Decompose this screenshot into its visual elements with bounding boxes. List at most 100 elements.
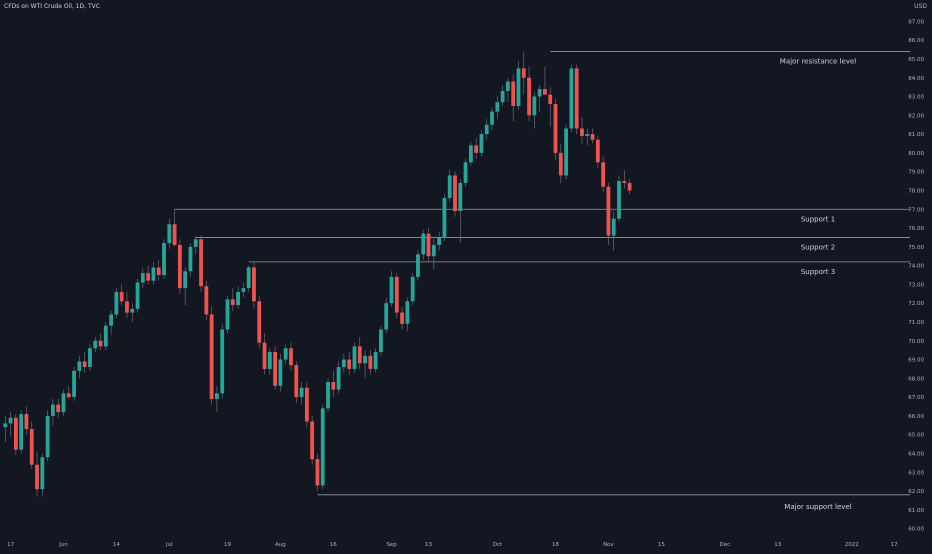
y-tick-label: 67.00	[908, 395, 924, 401]
candle-down	[511, 81, 516, 106]
candle-up	[109, 314, 114, 326]
candle-down	[347, 359, 352, 369]
x-tick-label: 18	[552, 542, 559, 548]
candle-up	[437, 237, 442, 245]
y-tick-label: 77.00	[908, 207, 924, 213]
candle-down	[177, 244, 182, 289]
candle-up	[569, 68, 574, 129]
candle-up	[19, 414, 24, 450]
candle-down	[627, 182, 632, 191]
candle-up	[77, 361, 82, 371]
candle-up	[585, 134, 590, 136]
level-label: Support 1	[801, 215, 835, 223]
candle-down	[262, 342, 267, 369]
candle-up	[241, 288, 246, 292]
candle-up	[236, 291, 240, 306]
x-tick-label: Oct	[493, 542, 503, 548]
candle-up	[336, 367, 341, 390]
candle-down	[521, 68, 526, 78]
candle-up	[278, 359, 283, 386]
x-tick-label: Jun	[58, 542, 68, 548]
candle-down	[548, 94, 553, 105]
x-tick-label: Nov	[603, 542, 614, 548]
candle-down	[601, 162, 606, 187]
x-tick-label: Aug	[275, 542, 286, 548]
candle-down	[453, 175, 457, 212]
y-tick-label: 73.00	[908, 282, 924, 288]
candle-up	[114, 291, 119, 315]
candle-up	[135, 282, 140, 309]
candle-up	[188, 246, 193, 272]
candle-up	[617, 181, 621, 219]
candle-down	[172, 224, 177, 245]
x-tick-label: 16	[330, 542, 337, 548]
y-tick-label: 78.00	[908, 188, 924, 194]
candle-down	[580, 128, 584, 136]
level-label: Support 2	[801, 243, 835, 251]
candle-up	[220, 329, 225, 394]
candle-down	[35, 464, 39, 490]
candle-down	[400, 312, 404, 324]
candle-up	[500, 90, 505, 103]
x-tick-label: 2022	[845, 542, 859, 548]
candle-down	[24, 414, 29, 430]
y-tick-label: 69.00	[908, 358, 924, 364]
candle-down	[474, 145, 479, 153]
candle-up	[506, 81, 510, 91]
candle-down	[125, 301, 129, 313]
y-tick-label: 82.00	[908, 113, 924, 119]
x-tick-label: Dec	[719, 542, 730, 548]
candle-down	[204, 286, 209, 315]
candle-up	[162, 243, 166, 275]
candle-down	[426, 233, 431, 257]
candle-down	[622, 181, 627, 183]
candle-up	[225, 299, 230, 330]
candle-up	[532, 96, 537, 116]
y-tick-label: 76.00	[908, 226, 924, 232]
candle-up	[468, 145, 473, 163]
candle-up	[3, 423, 8, 428]
x-tick-label: 17	[891, 542, 898, 548]
currency-label: USD	[914, 3, 927, 10]
x-tick-label: 17	[7, 542, 14, 548]
y-tick-label: 60.00	[908, 527, 924, 533]
candle-down	[294, 365, 299, 398]
candle-down	[98, 340, 103, 347]
candle-up	[103, 325, 108, 347]
candle-up	[416, 254, 420, 277]
x-tick-label: 15	[658, 542, 665, 548]
candle-down	[558, 152, 563, 176]
candle-down	[289, 348, 293, 366]
candle-up	[516, 68, 521, 106]
candle-down	[543, 89, 547, 95]
candle-up	[431, 244, 436, 257]
candle-down	[13, 417, 18, 450]
candle-down	[310, 421, 315, 460]
candle-down	[56, 404, 61, 413]
y-tick-label: 70.00	[908, 339, 924, 345]
candle-down	[595, 139, 600, 163]
candle-up	[458, 182, 463, 212]
y-tick-label: 64.00	[908, 451, 924, 457]
level-label: Support 3	[801, 268, 835, 276]
candle-up	[8, 417, 13, 424]
candle-down	[368, 355, 373, 369]
candle-up	[151, 267, 156, 281]
candle-up	[479, 134, 484, 153]
candle-down	[574, 68, 579, 129]
y-tick-label: 63.00	[908, 470, 924, 476]
candle-up	[193, 239, 198, 247]
x-tick-label: 13	[774, 542, 781, 548]
y-tick-label: 66.00	[908, 414, 924, 420]
candle-down	[252, 267, 256, 302]
y-tick-label: 84.00	[908, 76, 924, 82]
candle-up	[352, 346, 357, 369]
candle-up	[299, 387, 304, 398]
x-tick-label: Sep	[386, 542, 397, 548]
candle-up	[51, 404, 55, 416]
y-tick-label: 75.00	[908, 245, 924, 251]
candle-down	[82, 361, 87, 368]
candle-down	[357, 346, 362, 364]
